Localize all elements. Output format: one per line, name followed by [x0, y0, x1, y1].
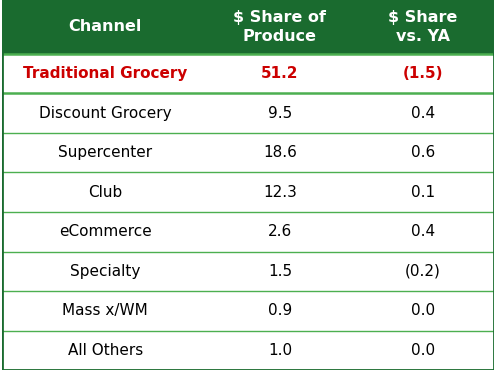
Text: 0.1: 0.1: [411, 185, 435, 200]
Text: 0.9: 0.9: [268, 303, 292, 319]
Text: 1.5: 1.5: [268, 264, 292, 279]
Text: 2.6: 2.6: [268, 224, 292, 239]
Text: (0.2): (0.2): [405, 264, 441, 279]
FancyBboxPatch shape: [2, 291, 494, 331]
FancyBboxPatch shape: [2, 172, 494, 212]
Text: Mass x/WM: Mass x/WM: [62, 303, 148, 319]
FancyBboxPatch shape: [2, 212, 494, 252]
FancyBboxPatch shape: [2, 252, 494, 291]
FancyBboxPatch shape: [2, 331, 494, 370]
Text: 0.0: 0.0: [411, 303, 435, 319]
FancyBboxPatch shape: [2, 93, 494, 133]
Text: 0.6: 0.6: [411, 145, 435, 160]
Text: $ Share of
Produce: $ Share of Produce: [233, 10, 327, 44]
Text: 9.5: 9.5: [268, 105, 292, 121]
Text: Discount Grocery: Discount Grocery: [39, 105, 171, 121]
Text: (1.5): (1.5): [403, 66, 443, 81]
Text: 0.4: 0.4: [411, 224, 435, 239]
Text: eCommerce: eCommerce: [59, 224, 152, 239]
FancyBboxPatch shape: [2, 54, 494, 93]
Text: 0.4: 0.4: [411, 105, 435, 121]
Text: 12.3: 12.3: [263, 185, 297, 200]
Text: 18.6: 18.6: [263, 145, 297, 160]
Text: 1.0: 1.0: [268, 343, 292, 358]
Text: $ Share
vs. YA: $ Share vs. YA: [388, 10, 457, 44]
Text: Supercenter: Supercenter: [58, 145, 152, 160]
Text: All Others: All Others: [68, 343, 143, 358]
Text: 0.0: 0.0: [411, 343, 435, 358]
FancyBboxPatch shape: [2, 0, 494, 54]
FancyBboxPatch shape: [2, 133, 494, 172]
Text: Channel: Channel: [69, 19, 142, 34]
Text: 51.2: 51.2: [261, 66, 299, 81]
Text: Club: Club: [88, 185, 123, 200]
Text: Specialty: Specialty: [70, 264, 140, 279]
Text: Traditional Grocery: Traditional Grocery: [23, 66, 187, 81]
